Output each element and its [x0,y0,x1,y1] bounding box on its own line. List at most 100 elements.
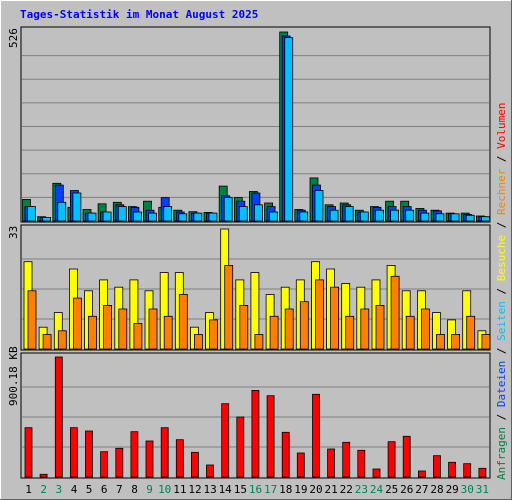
bar-pages [208,212,218,222]
bar-kbytes [266,395,275,478]
bar-pages [269,211,279,222]
bar-sites [57,330,67,350]
bar-sites [163,315,173,350]
legend-part: / [495,215,508,235]
bar-pages [299,211,309,222]
x-tick-label: 12 [188,483,201,496]
bar-pages [465,214,475,222]
bar-pages [284,37,294,222]
bar-kbytes [160,427,169,478]
bar-kbytes [433,455,441,478]
bar-pages [223,197,233,222]
x-tick-label: 30 [461,483,474,496]
bar-sites [375,304,385,350]
panel-kbytes-bars [24,356,487,478]
bar-sites [360,308,370,350]
bar-kbytes [357,449,366,478]
x-tick-label: 22 [340,483,353,496]
bar-pages [420,212,430,222]
bar-sites [345,315,355,350]
bar-pages [178,213,188,222]
bar-sites [224,264,234,350]
x-tick-label: 28 [430,483,443,496]
legend-part: / [495,281,508,301]
bar-kbytes [417,470,426,478]
legend-part: Dateien [495,361,508,407]
bar-kbytes [342,441,351,478]
bar-kbytes [24,427,33,478]
bar-pages [253,204,263,222]
bar-pages [375,209,384,222]
bar-pages [435,213,445,222]
x-tick-label: 13 [203,483,216,496]
bar-kbytes [327,448,336,478]
x-tick-label: 27 [415,483,428,496]
panel-hits-gridlines [22,55,489,198]
bar-kbytes [115,447,124,478]
legend-part: / [495,149,508,169]
bar-kbytes [100,451,108,478]
x-tick-label: 18 [279,483,292,496]
legend-part: Rechner [495,168,508,215]
bar-kbytes [54,356,63,478]
x-tick-label: 7 [116,483,123,496]
x-tick-label: 10 [158,483,171,496]
panel-hits-area [20,26,491,223]
x-tick-label: 11 [173,483,186,496]
bar-pages [344,206,354,222]
bar-pages [314,190,324,222]
bar-pages [102,211,112,222]
bar-kbytes [372,468,381,478]
bar-kbytes [296,452,305,478]
x-tick-label: 20 [309,483,322,496]
bar-pages [72,192,82,222]
bar-sites [481,334,491,350]
x-tick-label: 2 [40,483,47,496]
bar-sites [88,315,97,350]
panel-hits-bars [22,31,490,222]
legend-part: Seiten [495,301,508,341]
bar-pages [193,212,203,222]
panel-visits-bars [23,228,491,350]
bar-sites [118,308,128,350]
bar-pages [450,213,460,222]
right-vertical-legend: Anfragen / Dateien / Seiten / Besuche / … [495,102,508,480]
x-tick-label: 31 [476,483,489,496]
bar-sites [299,301,309,350]
bar-sites [269,315,279,350]
bar-sites [193,334,203,350]
bar-kbytes [85,430,93,478]
bar-kbytes [387,441,396,478]
x-tick-label: 29 [446,483,459,496]
bar-sites [466,315,476,350]
x-tick-label: 14 [219,483,233,496]
legend-part: Anfragen [495,427,508,480]
x-tick-label: 8 [131,483,138,496]
legend-part: Volumen [495,102,508,148]
bar-sites [209,319,218,350]
x-tick-label: 4 [71,483,78,496]
x-tick-label: 3 [55,483,62,496]
bar-sites [405,315,415,350]
bar-kbytes [251,389,260,478]
bar-pages [480,216,490,222]
bar-sites [284,308,294,350]
bar-sites [436,334,445,350]
bar-pages [57,201,67,222]
bar-sites [420,308,430,350]
bar-pages [27,206,36,222]
bar-kbytes [70,427,78,478]
x-tick-label: 9 [146,483,153,496]
bar-kbytes [463,463,472,478]
bar-pages [359,211,369,222]
x-tick-label: 5 [86,483,93,496]
x-tick-label: 23 [355,483,368,496]
bar-sites [27,290,37,350]
bar-sites [73,297,82,350]
x-tick-label: 15 [234,483,247,496]
bar-pages [390,209,400,222]
bar-pages [405,209,415,222]
x-tick-label: 21 [324,483,337,496]
bar-kbytes [206,464,214,478]
